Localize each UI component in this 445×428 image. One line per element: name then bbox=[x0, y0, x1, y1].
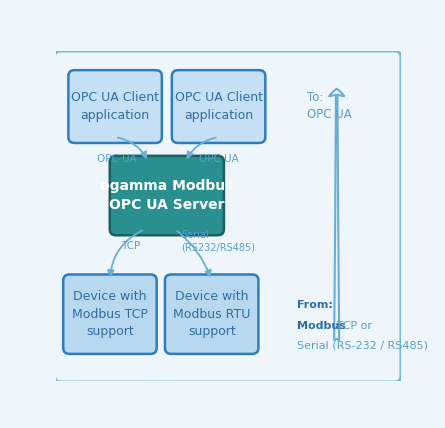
FancyBboxPatch shape bbox=[110, 156, 224, 235]
Text: OPC UA Client
application: OPC UA Client application bbox=[174, 91, 263, 122]
Text: Device with
Modbus TCP
support: Device with Modbus TCP support bbox=[72, 290, 148, 338]
Text: ogamma Modbus
OPC UA Server: ogamma Modbus OPC UA Server bbox=[100, 179, 234, 212]
FancyBboxPatch shape bbox=[165, 274, 259, 354]
FancyBboxPatch shape bbox=[63, 274, 157, 354]
Text: Serial (RS-232 / RS485): Serial (RS-232 / RS485) bbox=[297, 340, 428, 351]
Text: From:: From: bbox=[297, 300, 333, 310]
Text: OPC UA: OPC UA bbox=[199, 154, 239, 164]
Text: Modbus: Modbus bbox=[297, 321, 346, 330]
FancyBboxPatch shape bbox=[55, 51, 401, 382]
Text: Serial
(RS232/RS485): Serial (RS232/RS485) bbox=[182, 230, 255, 253]
Text: Device with
Modbus RTU
support: Device with Modbus RTU support bbox=[173, 290, 251, 338]
Text: OPC UA: OPC UA bbox=[97, 154, 137, 164]
Text: To:
OPC UA: To: OPC UA bbox=[307, 91, 352, 121]
Text: TCP: TCP bbox=[121, 241, 141, 251]
FancyBboxPatch shape bbox=[69, 70, 162, 143]
Text: OPC UA Client
application: OPC UA Client application bbox=[71, 91, 159, 122]
Text: TCP or: TCP or bbox=[333, 321, 372, 330]
FancyBboxPatch shape bbox=[172, 70, 265, 143]
